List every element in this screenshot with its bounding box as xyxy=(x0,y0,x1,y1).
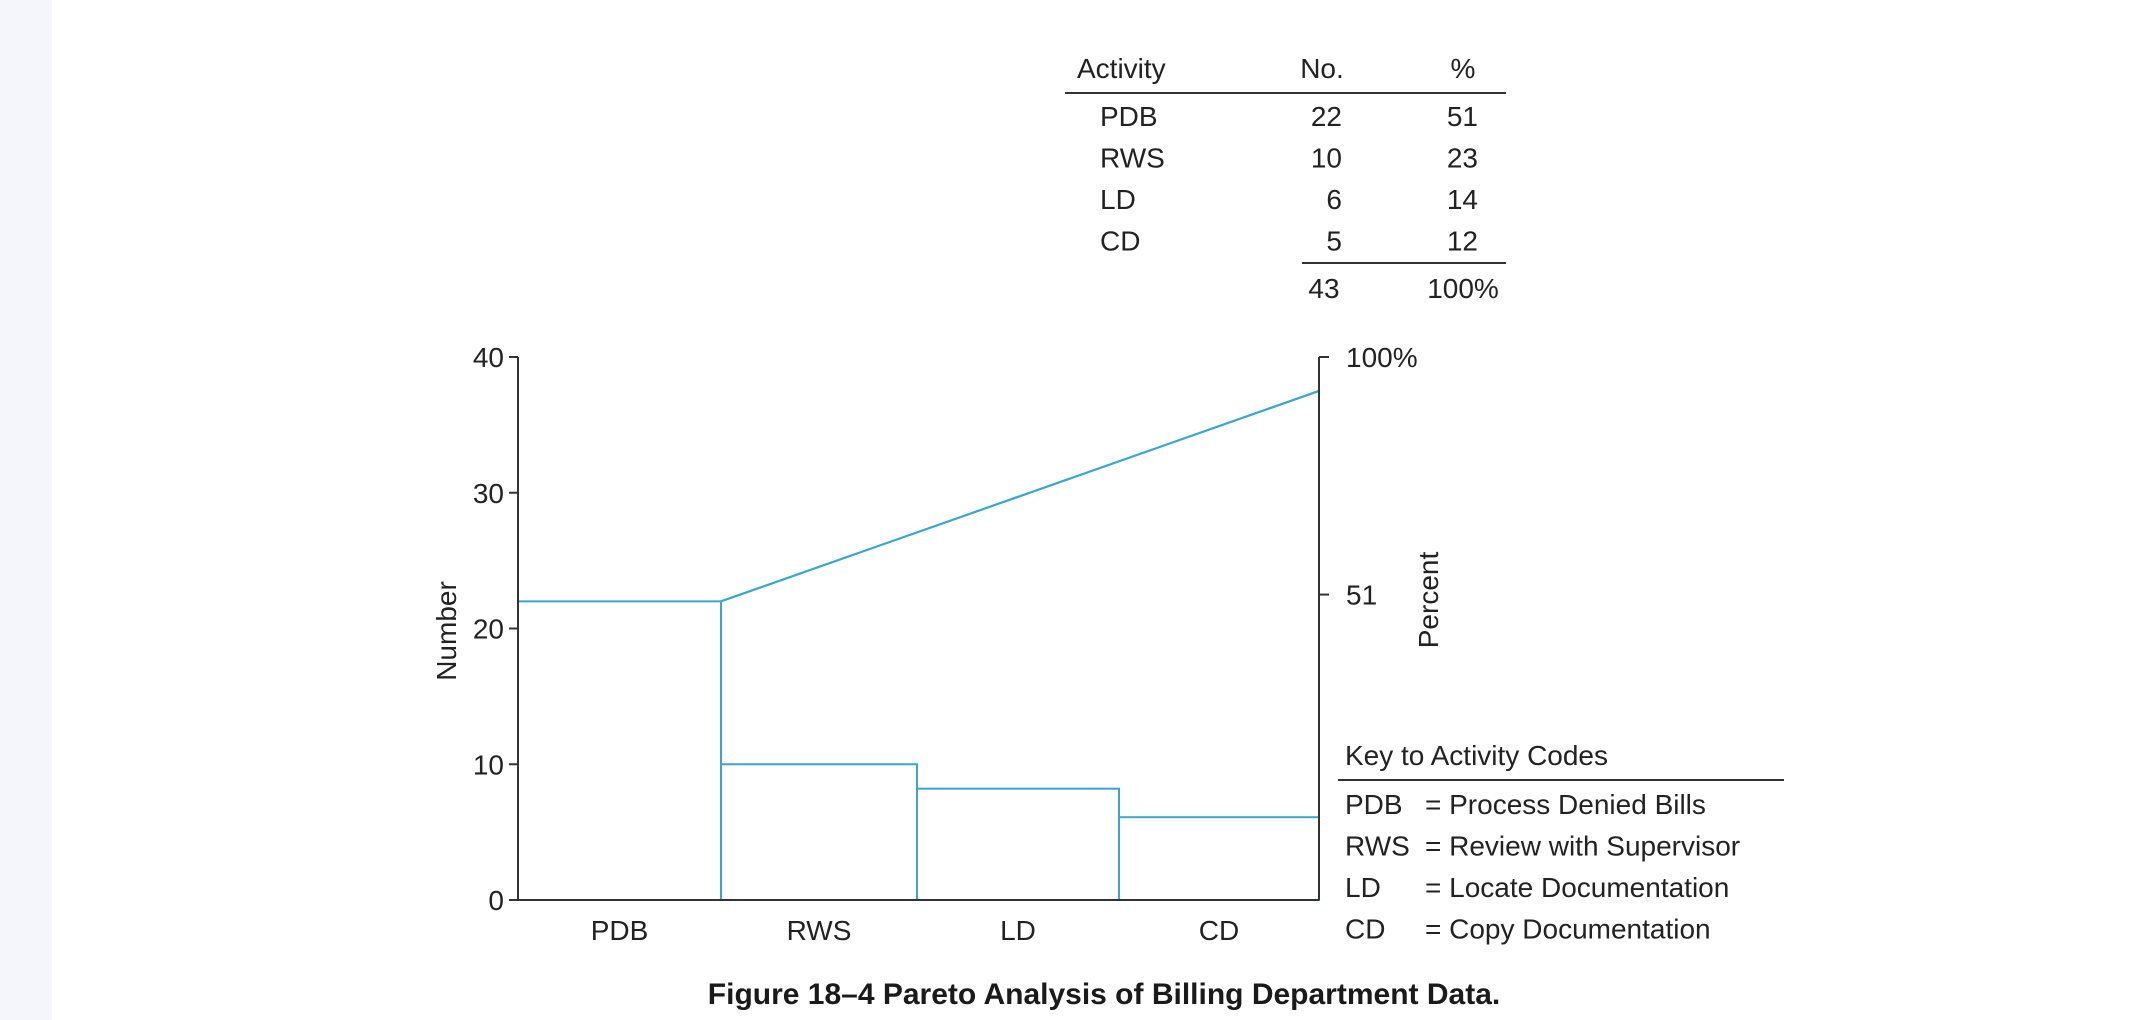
table-cell-activity: LD xyxy=(1100,184,1136,215)
key-code: LD xyxy=(1345,872,1381,903)
key-code: PDB xyxy=(1345,789,1403,820)
table-cell-activity: RWS xyxy=(1100,143,1165,174)
y-tick-label: 30 xyxy=(473,478,504,509)
y-tick-label: 20 xyxy=(473,614,504,645)
table-header-no: No. xyxy=(1300,53,1344,84)
table-cell-activity: PDB xyxy=(1100,101,1158,132)
table-cell-percent: 12 xyxy=(1447,226,1478,257)
y-tick-label: 0 xyxy=(488,885,504,916)
key-description: = Copy Documentation xyxy=(1425,914,1711,945)
table-total-no: 43 xyxy=(1308,273,1339,304)
y-axis-label: Number xyxy=(431,581,462,681)
key-code: CD xyxy=(1345,914,1385,945)
y-right-tick-label: 51 xyxy=(1346,580,1377,611)
table-cell-percent: 51 xyxy=(1447,101,1478,132)
y-tick-label: 10 xyxy=(473,749,504,780)
table-cell-activity: CD xyxy=(1100,226,1140,257)
table-header-activity: Activity xyxy=(1077,53,1166,84)
key-code: RWS xyxy=(1345,831,1410,862)
bar-ld xyxy=(916,787,1120,901)
table-cell-no: 10 xyxy=(1311,143,1342,174)
key-description: = Review with Supervisor xyxy=(1425,831,1740,862)
y-tick-label: 40 xyxy=(473,342,504,373)
table-cell-percent: 23 xyxy=(1447,143,1478,174)
y-right-tick-label: 100% xyxy=(1346,342,1418,373)
table-cell-no: 6 xyxy=(1326,184,1342,215)
page-margin xyxy=(0,0,52,1020)
x-tick-label: CD xyxy=(1199,915,1239,946)
table-cell-percent: 14 xyxy=(1447,184,1478,215)
key-title: Key to Activity Codes xyxy=(1345,740,1608,771)
bar-rws xyxy=(720,763,918,901)
x-tick-label: RWS xyxy=(787,915,852,946)
x-tick-label: LD xyxy=(1000,915,1036,946)
pareto-chart: PDB RWS LD CD 40 30 20 10 0 100% 51 xyxy=(473,342,1418,946)
key-description: = Process Denied Bills xyxy=(1425,789,1706,820)
table-cell-no: 22 xyxy=(1311,101,1342,132)
activity-key: Key to Activity Codes PDB = Process Denie… xyxy=(1338,740,1784,945)
table-header-percent: % xyxy=(1451,53,1476,84)
table-total-percent: 100% xyxy=(1427,273,1499,304)
figure-caption: Figure 18–4 Pareto Analysis of Billing D… xyxy=(708,978,1500,1011)
key-description: = Locate Documentation xyxy=(1425,872,1729,903)
bar-cd xyxy=(1118,816,1320,902)
bar-pdb xyxy=(517,600,722,901)
x-tick-label: PDB xyxy=(591,915,649,946)
cumulative-line xyxy=(720,389,1320,603)
y-axis-right-label: Percent xyxy=(1413,552,1444,649)
table-cell-no: 5 xyxy=(1326,226,1342,257)
